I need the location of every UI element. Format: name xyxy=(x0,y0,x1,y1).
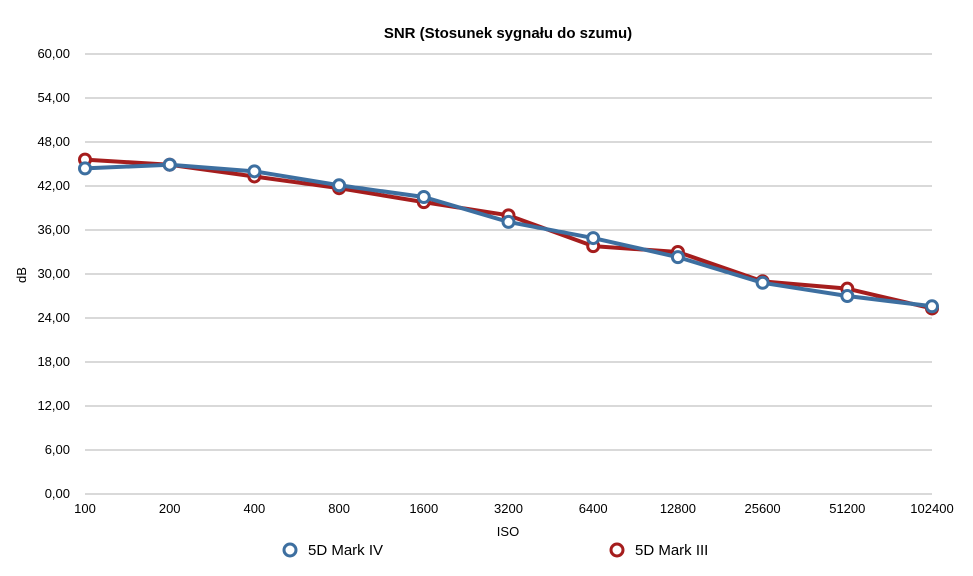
legend-item-5d-mark-iii: 5D Mark III xyxy=(609,542,708,559)
series-lines xyxy=(78,152,939,316)
x-tick-label: 1600 xyxy=(409,501,438,516)
series-5d-mark-iv xyxy=(78,157,939,314)
y-tick-label: 30,00 xyxy=(37,266,70,281)
legend-marker xyxy=(282,542,298,558)
y-tick-label: 42,00 xyxy=(37,178,70,193)
data-point xyxy=(332,178,347,193)
data-point xyxy=(162,157,177,172)
y-tick-label: 36,00 xyxy=(37,222,70,237)
chart-title: SNR (Stosunek sygnału do szumu) xyxy=(384,25,632,42)
y-tick-label: 6,00 xyxy=(45,442,70,457)
x-axis-label: ISO xyxy=(497,524,519,539)
x-axis-ticks: 100 200 400 800 1600 3200 6400 12800 25600 51200 1… xyxy=(74,501,954,516)
x-tick-label: 6400 xyxy=(579,501,608,516)
x-tick-label: 25600 xyxy=(745,501,781,516)
y-tick-label: 18,00 xyxy=(37,354,70,369)
series-line xyxy=(84,157,933,311)
data-point xyxy=(501,214,516,229)
legend: 5D Mark IV 5D Mark III xyxy=(282,542,708,559)
data-point xyxy=(755,275,770,290)
legend-item-5d-mark-iv: 5D Mark IV xyxy=(282,542,383,559)
x-tick-label: 200 xyxy=(159,501,181,516)
legend-marker xyxy=(609,542,625,558)
y-tick-label: 60,00 xyxy=(37,46,70,61)
y-tick-label: 48,00 xyxy=(37,134,70,149)
data-point xyxy=(925,299,939,314)
x-tick-label: 800 xyxy=(328,501,350,516)
data-point xyxy=(840,289,855,303)
data-point xyxy=(78,161,92,176)
y-axis-label: dB xyxy=(14,267,29,283)
x-tick-label: 3200 xyxy=(494,501,523,516)
data-point xyxy=(586,231,601,246)
y-tick-label: 54,00 xyxy=(37,90,70,105)
gridlines xyxy=(85,53,932,495)
x-tick-label: 51200 xyxy=(829,501,865,516)
y-tick-label: 24,00 xyxy=(37,310,70,325)
y-tick-label: 0,00 xyxy=(45,486,70,501)
x-tick-label: 400 xyxy=(244,501,266,516)
legend-label: 5D Mark IV xyxy=(308,542,383,559)
x-tick-label: 102400 xyxy=(910,501,953,516)
x-tick-label: 12800 xyxy=(660,501,696,516)
y-tick-label: 12,00 xyxy=(37,398,70,413)
y-axis-ticks: 0,00 6,00 12,00 18,00 24,00 30,00 36,00 42,00 48… xyxy=(37,46,70,501)
legend-label: 5D Mark III xyxy=(635,542,708,559)
x-tick-label: 100 xyxy=(74,501,96,516)
data-point xyxy=(247,164,262,179)
data-point xyxy=(416,190,431,204)
data-point xyxy=(670,250,685,265)
